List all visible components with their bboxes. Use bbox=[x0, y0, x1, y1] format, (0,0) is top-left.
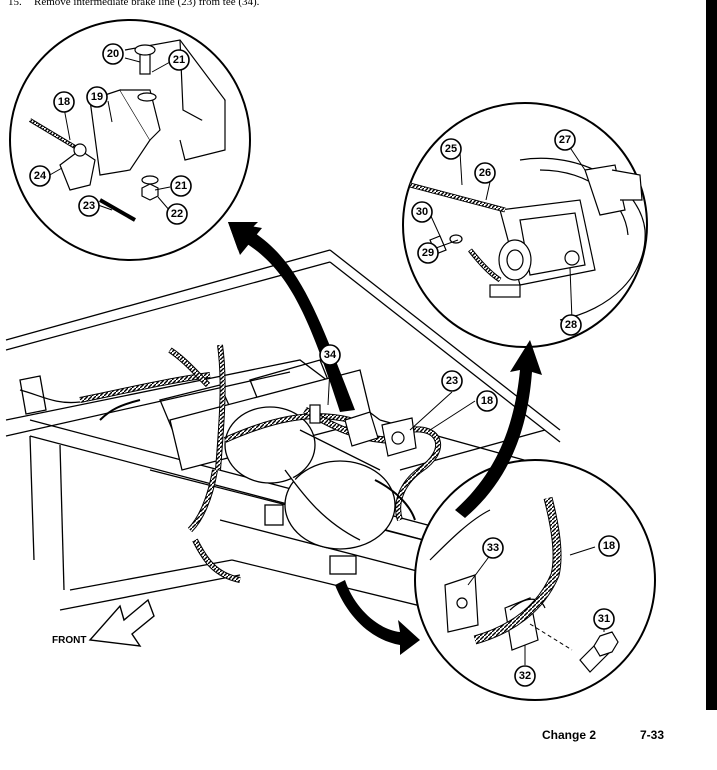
svg-text:23: 23 bbox=[83, 200, 95, 212]
tee-fitting bbox=[309, 404, 417, 457]
callout-19: 19 bbox=[86, 86, 108, 108]
svg-text:28: 28 bbox=[565, 319, 577, 331]
change-number: Change 2 bbox=[542, 728, 597, 742]
svg-text:18: 18 bbox=[603, 540, 615, 552]
svg-text:21: 21 bbox=[173, 54, 185, 66]
svg-text:31: 31 bbox=[598, 613, 610, 625]
step-text: Remove intermediate brake line (23) from… bbox=[34, 0, 260, 8]
callout-28: 28 bbox=[560, 314, 582, 336]
callout-20: 20 bbox=[102, 43, 124, 65]
callout-33: 33 bbox=[482, 537, 504, 559]
svg-text:20: 20 bbox=[107, 48, 119, 60]
svg-text:23: 23 bbox=[446, 375, 458, 387]
callout-21-bottom: 21 bbox=[170, 175, 192, 197]
callout-18-main: 18 bbox=[476, 390, 498, 412]
callout-30: 30 bbox=[411, 201, 433, 223]
detail-circle-clamp bbox=[414, 459, 656, 701]
svg-text:18: 18 bbox=[58, 96, 70, 108]
axle-housing bbox=[169, 369, 396, 575]
front-label: FRONT bbox=[52, 635, 86, 646]
svg-text:25: 25 bbox=[445, 143, 457, 155]
page-edge-bar bbox=[706, 0, 717, 710]
callout-32: 32 bbox=[514, 665, 536, 687]
callout-22: 22 bbox=[166, 203, 188, 225]
svg-text:34: 34 bbox=[324, 349, 337, 361]
svg-text:21: 21 bbox=[175, 180, 187, 192]
callout-26: 26 bbox=[474, 162, 496, 184]
svg-text:18: 18 bbox=[481, 395, 493, 407]
callout-21-top: 21 bbox=[168, 49, 190, 71]
svg-text:32: 32 bbox=[519, 670, 531, 682]
front-arrow-icon: FRONT bbox=[52, 598, 155, 647]
detail-circle-bracket bbox=[9, 19, 251, 261]
svg-text:22: 22 bbox=[171, 208, 183, 220]
svg-text:27: 27 bbox=[559, 134, 571, 146]
page-number: 7-33 bbox=[640, 728, 665, 742]
svg-text:29: 29 bbox=[422, 247, 434, 259]
callout-18-clamp: 18 bbox=[598, 535, 620, 557]
procedure-step: 15. Remove intermediate brake line (23) f… bbox=[8, 0, 259, 8]
svg-text:30: 30 bbox=[416, 206, 428, 218]
callout-25: 25 bbox=[440, 138, 462, 160]
callout-34: 34 bbox=[319, 344, 341, 366]
callout-24: 24 bbox=[29, 165, 51, 187]
callout-27: 27 bbox=[554, 129, 576, 151]
callout-18-detail: 18 bbox=[53, 91, 75, 113]
svg-text:26: 26 bbox=[479, 167, 491, 179]
svg-text:24: 24 bbox=[34, 170, 47, 182]
svg-text:19: 19 bbox=[91, 91, 103, 103]
callout-29: 29 bbox=[417, 242, 439, 264]
detail-arrows bbox=[228, 222, 542, 655]
callout-31: 31 bbox=[593, 608, 615, 630]
brake-lines bbox=[79, 344, 442, 583]
callout-23-main: 23 bbox=[441, 370, 463, 392]
callout-23-detail: 23 bbox=[78, 195, 100, 217]
step-number: 15. bbox=[8, 0, 22, 8]
svg-text:33: 33 bbox=[487, 542, 499, 554]
detail-circle-caliper bbox=[402, 102, 648, 348]
